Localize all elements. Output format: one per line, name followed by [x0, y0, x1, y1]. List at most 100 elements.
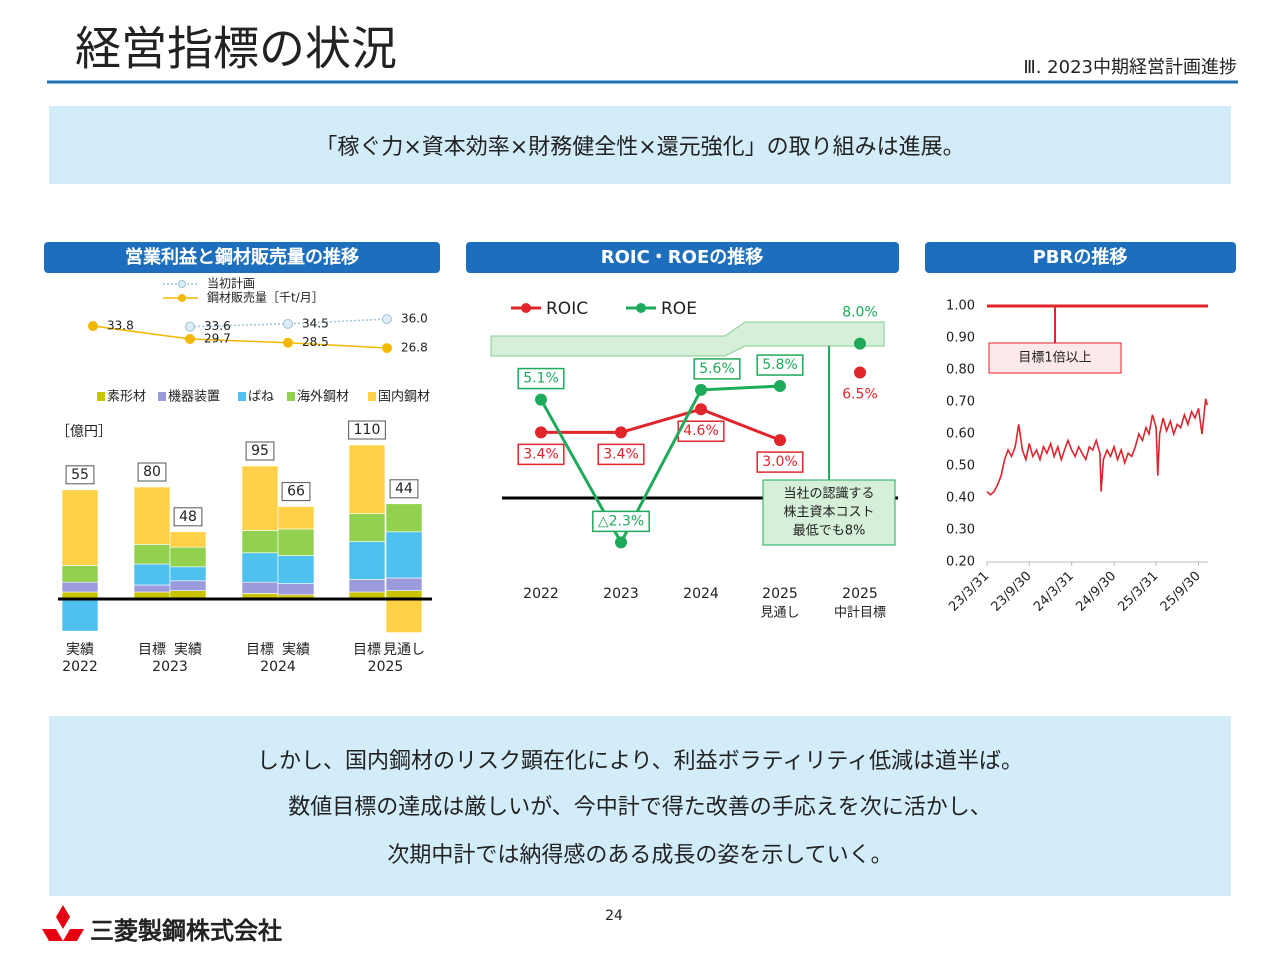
bar-segment	[348, 541, 386, 580]
value-label: 3.0%	[762, 454, 798, 470]
x-tick-note: 中計目標	[834, 605, 886, 621]
company-logo	[42, 905, 84, 941]
bar-segment	[385, 503, 423, 533]
total-box	[137, 462, 167, 482]
volume-point	[382, 314, 392, 325]
total-box	[281, 482, 311, 502]
target-box	[988, 342, 1122, 374]
x-sublabel: 実績	[174, 642, 202, 658]
value-label: 5.8%	[762, 357, 798, 373]
volume-point	[382, 343, 392, 354]
x-sublabel: 実績	[282, 642, 310, 658]
legend-label: ROE	[661, 299, 697, 319]
total-label: 80	[143, 464, 161, 480]
series-point	[774, 380, 786, 393]
message-box	[49, 716, 1231, 896]
bar-segment	[348, 444, 386, 514]
total-label: 55	[71, 467, 89, 483]
volume-label: 36.0	[401, 312, 428, 326]
value-box	[756, 451, 804, 473]
value-label: 5.6%	[699, 361, 735, 377]
volume-line	[189, 318, 388, 328]
volume-point	[185, 333, 195, 344]
panel-header	[466, 242, 899, 273]
bar-segment	[61, 565, 99, 583]
annotation-text: 当社の認識する	[783, 487, 874, 502]
legend-swatch	[97, 392, 105, 401]
bar-segment	[61, 489, 99, 566]
legend-marker	[178, 280, 186, 288]
total-box	[348, 420, 386, 440]
volume-label: 28.5	[302, 335, 329, 349]
x-sublabel: 目標	[353, 642, 381, 658]
series-line	[539, 384, 781, 546]
value-box	[517, 443, 565, 466]
bar-segment	[241, 465, 279, 531]
x-tick-label: 2022	[523, 586, 559, 602]
bar-segment	[133, 563, 171, 586]
bar-segment	[241, 530, 279, 554]
value-label: △2.3%	[598, 513, 644, 529]
y-tick-label: 0.60	[946, 427, 975, 442]
bar-segment	[277, 555, 315, 584]
y-tick-label: 0.80	[946, 363, 975, 378]
value-box	[597, 443, 645, 466]
legend-swatch	[368, 392, 376, 401]
x-group-label: 2024	[260, 659, 296, 675]
value-box	[592, 510, 650, 533]
x-tick-label: 2023	[603, 586, 639, 602]
bar-segment	[277, 528, 315, 556]
total-box	[173, 507, 203, 527]
pbr-line	[986, 398, 1209, 496]
volume-point	[283, 318, 293, 329]
volume-label: 33.6	[204, 319, 231, 333]
legend-label: 鋼材販売量［千t/月］	[207, 290, 324, 305]
total-box	[389, 479, 419, 499]
volume-point	[185, 321, 195, 332]
section-label: Ⅲ. 2023中期経営計画進捗	[1023, 57, 1237, 78]
series-point	[535, 426, 547, 439]
legend-swatch	[238, 392, 246, 401]
bar-segment	[133, 584, 171, 593]
bar-segment	[385, 531, 423, 579]
value-label: 3.4%	[603, 446, 639, 462]
message-line: 数値目標の達成は厳しいが、今中計で得た改善の手応えを次に活かし、	[288, 795, 992, 820]
bar-segment	[169, 546, 207, 568]
slide-title: 経営指標の状況	[75, 22, 397, 76]
x-group-label: 2025	[368, 659, 404, 675]
x-sublabel: 目標	[138, 642, 166, 658]
value-label: 6.5%	[842, 387, 878, 403]
legend-label: 素形材	[107, 390, 146, 405]
x-group-label: 2022	[62, 659, 98, 675]
y-tick-label: 1.00	[946, 299, 975, 314]
y-tick-label: 0.40	[946, 491, 975, 506]
total-label: 48	[179, 509, 197, 525]
value-label: 4.6%	[683, 423, 719, 439]
legend-label: 当初計画	[207, 276, 255, 291]
legend-label: 海外鋼材	[297, 390, 349, 405]
bar-segment	[133, 486, 171, 545]
unit-label: ［億円］	[56, 424, 112, 440]
x-tick-label: 2025	[842, 586, 878, 602]
legend-marker	[521, 303, 531, 313]
bar-segment	[133, 544, 171, 565]
series-point	[695, 383, 707, 396]
bar-segment	[277, 506, 315, 530]
series-point	[695, 403, 707, 416]
series-point	[774, 434, 786, 447]
series-point	[535, 393, 547, 406]
value-label: 8.0%	[842, 305, 878, 321]
company-name: 三菱製鋼株式会社	[90, 917, 282, 945]
total-label: 44	[395, 481, 413, 497]
x-tick-label: 2024	[683, 586, 719, 602]
x-sublabel: 目標	[246, 642, 274, 658]
volume-label: 34.5	[302, 316, 329, 330]
panel-title: 営業利益と鋼材販売量の推移	[125, 246, 359, 268]
total-label: 110	[354, 422, 381, 438]
legend-label: ばね	[248, 390, 274, 405]
x-sublabel: 見通し	[383, 642, 425, 658]
value-box	[517, 367, 565, 390]
annotation-box	[762, 479, 896, 546]
panel-header	[44, 242, 440, 273]
